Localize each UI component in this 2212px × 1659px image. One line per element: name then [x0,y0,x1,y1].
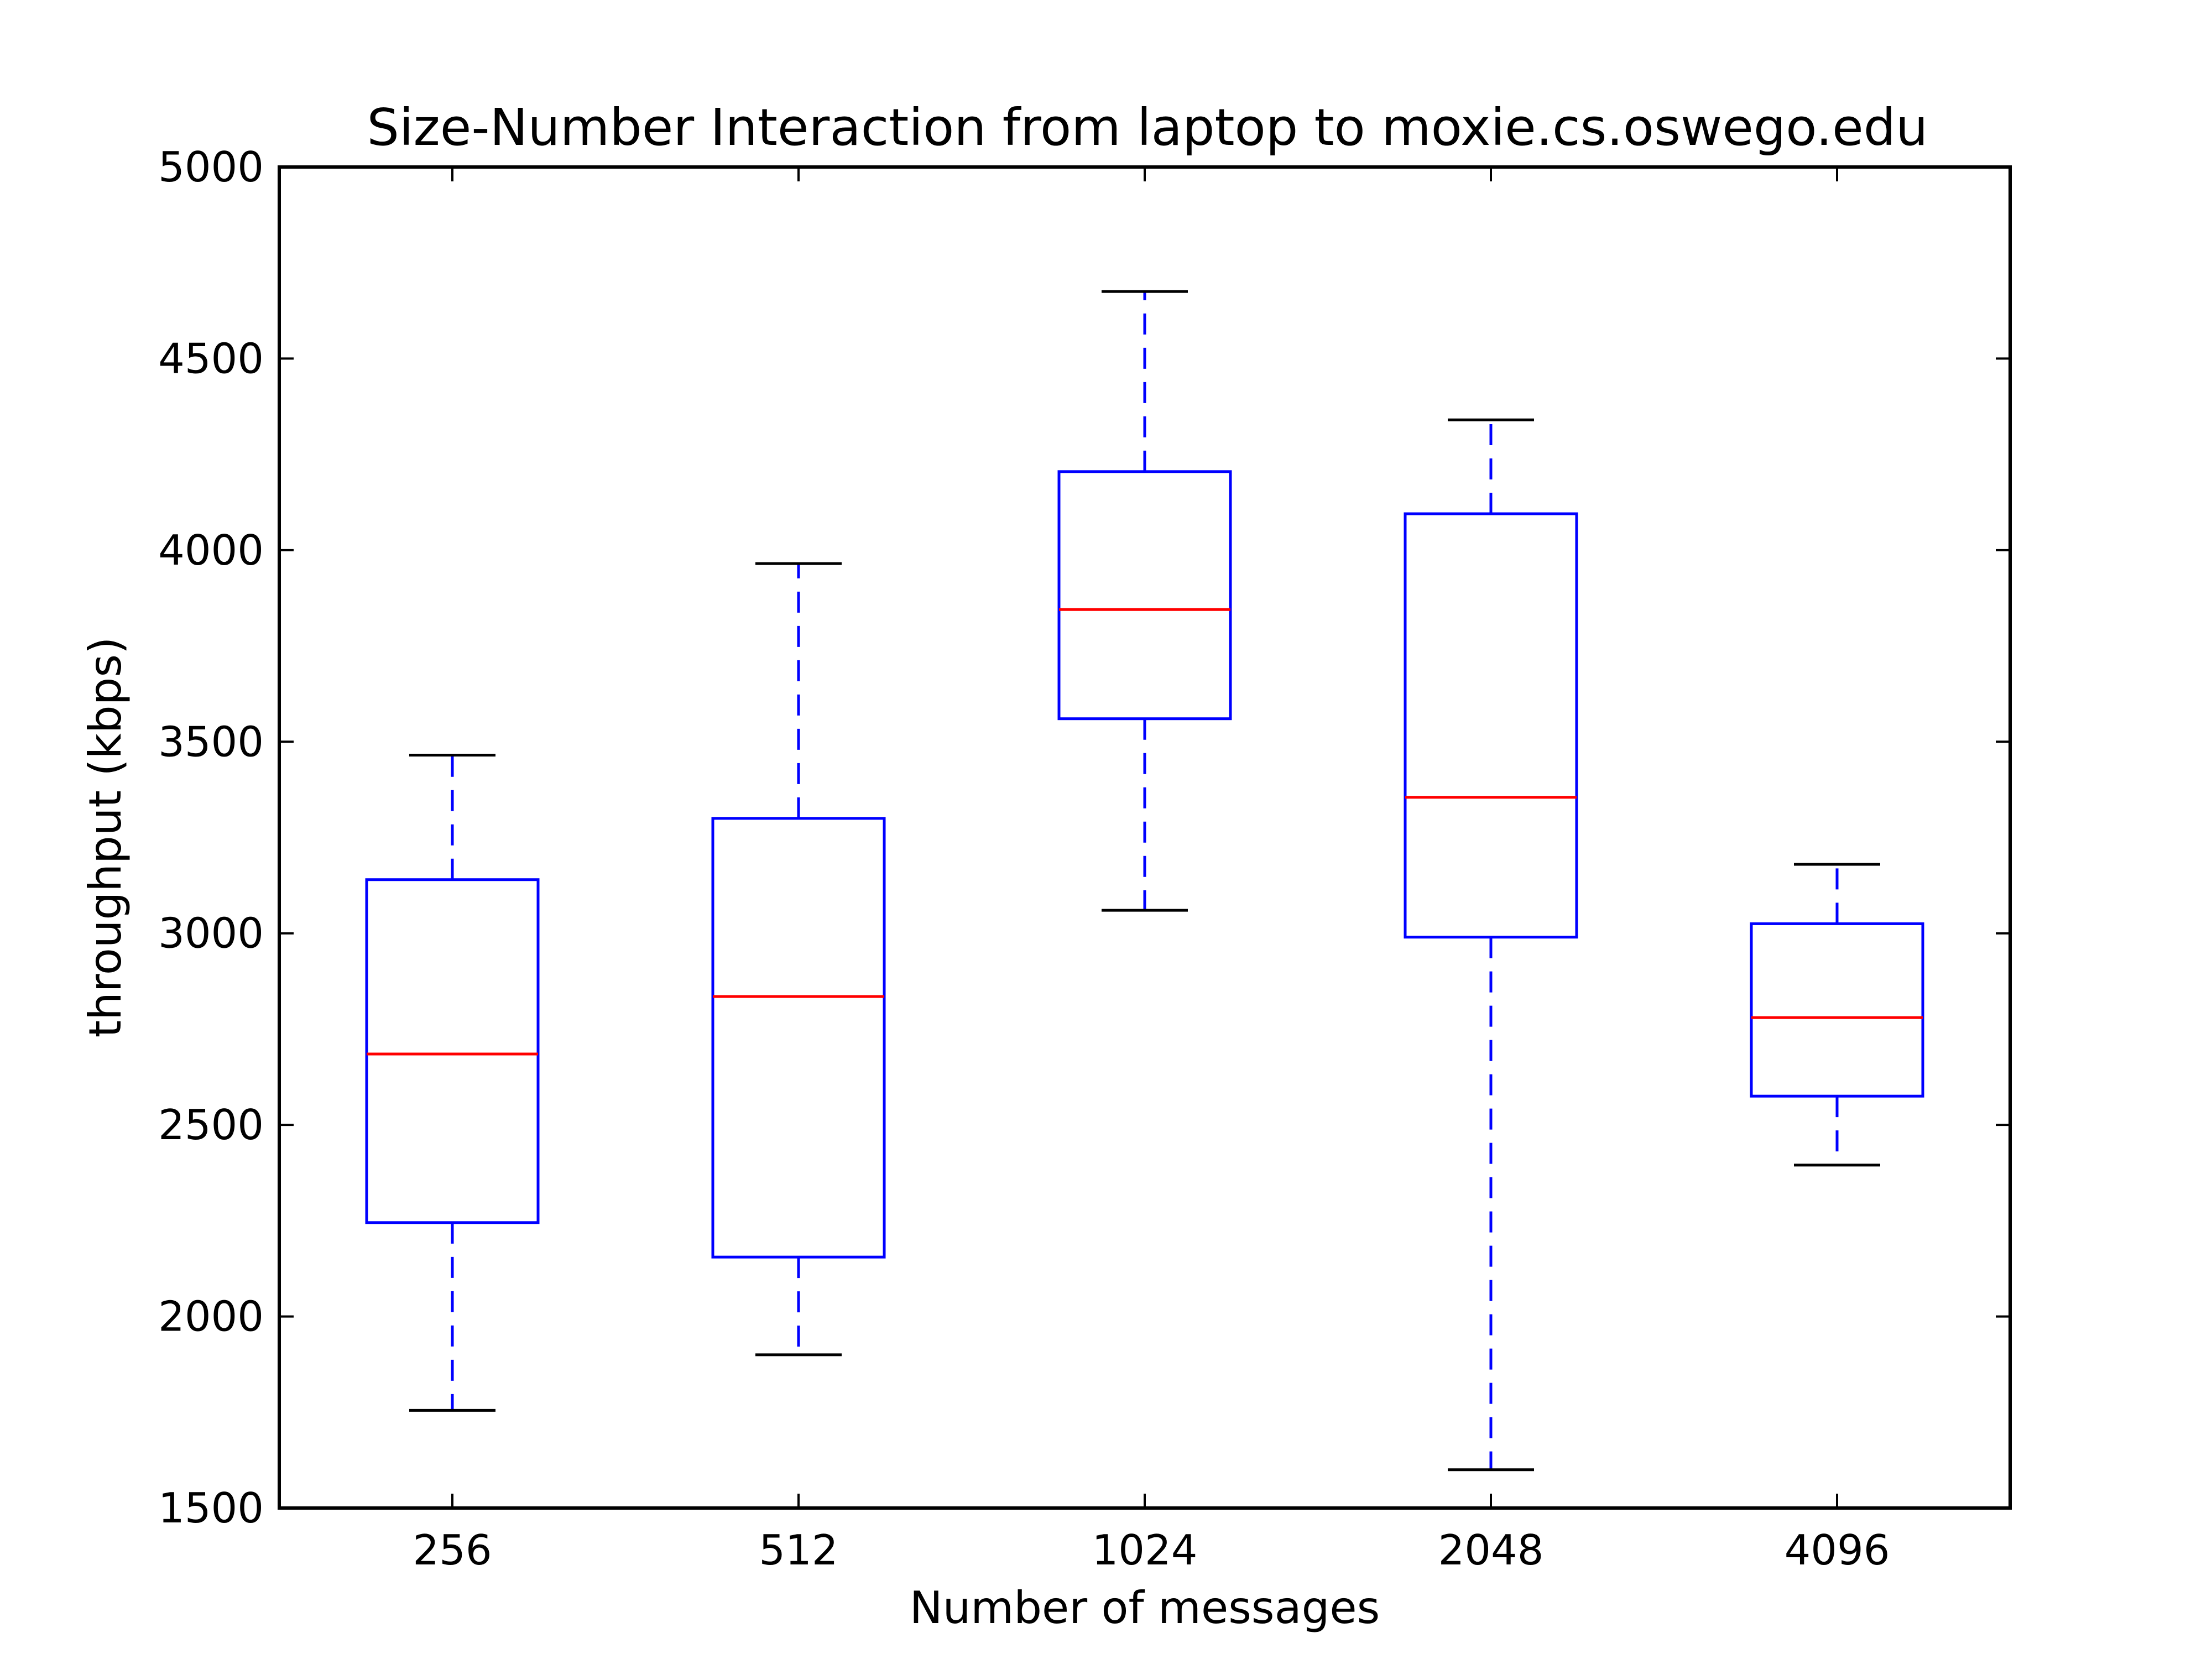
box-4096 [1750,922,1924,1098]
box-1024 [1057,470,1232,721]
x-tick-label-2048: 2048 [1438,1526,1544,1574]
box-256 [365,878,540,1224]
x-tick-label-4096: 4096 [1785,1526,1890,1574]
x-tick-label-512: 512 [759,1526,838,1574]
y-tick-label-4500: 4500 [158,334,264,383]
axes-frame [278,165,2012,1510]
x-axis-label: Number of messages [910,1582,1380,1634]
box-512 [711,817,886,1259]
plot-area: 1500 2000 2500 3000 3500 4000 4500 5000 256 512 10… [158,143,2010,1574]
y-tick-label-2500: 2500 [158,1100,264,1149]
x-tick-label-256: 256 [413,1526,492,1574]
y-tick-label-3000: 3000 [158,909,264,958]
x-tick-label-1024: 1024 [1092,1526,1198,1574]
y-tick-label-5000: 5000 [158,143,264,191]
y-tick-label-4000: 4000 [158,526,264,575]
chart-title: Size-Number Interaction from laptop to m… [367,98,1928,157]
y-tick-label-1500: 1500 [158,1484,264,1532]
box-2048 [1404,512,1578,939]
y-tick-label-2000: 2000 [158,1292,264,1341]
y-axis-label: throughput (kbps) [80,637,131,1038]
y-tick-label-3500: 3500 [158,717,264,766]
